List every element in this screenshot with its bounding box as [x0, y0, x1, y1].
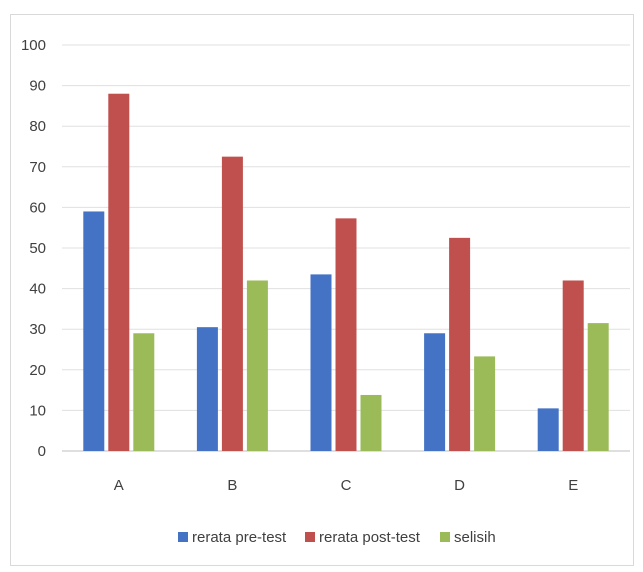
bar-D-series-3 [474, 356, 496, 451]
bar-A-series-1 [83, 211, 105, 451]
legend-swatch-3 [440, 532, 450, 542]
y-tick-label: 100 [21, 37, 46, 54]
bar-E-series-1 [537, 408, 559, 451]
x-tick-label: A [114, 477, 124, 494]
y-tick-label: 80 [29, 118, 46, 135]
gridlines [62, 44, 630, 452]
legend-swatch-2 [305, 532, 315, 542]
bar-A-series-3 [133, 333, 155, 451]
legend-label-1: rerata pre-test [192, 529, 287, 546]
bar-B-series-2 [221, 156, 243, 451]
legend: rerata pre-test rerata post-test selisih [178, 529, 496, 546]
y-axis-ticks: 0 10 20 30 40 50 60 70 80 90 100 [21, 37, 46, 460]
x-tick-label: C [341, 477, 352, 494]
x-axis-ticks: A B C D E [114, 477, 578, 494]
y-tick-label: 30 [29, 321, 46, 338]
y-tick-label: 60 [29, 199, 46, 216]
bar-A-series-2 [108, 93, 130, 451]
bar-D-series-1 [424, 333, 446, 451]
bar-B-series-3 [246, 280, 268, 451]
y-tick-label: 40 [29, 281, 46, 298]
y-tick-label: 20 [29, 362, 46, 379]
y-tick-label: 50 [29, 240, 46, 257]
bar-D-series-2 [449, 237, 471, 451]
x-tick-label: D [454, 477, 465, 494]
bar-C-series-2 [335, 218, 357, 451]
bar-E-series-2 [562, 280, 584, 451]
x-tick-label: E [568, 477, 578, 494]
bar-B-series-1 [196, 327, 218, 451]
y-tick-label: 10 [29, 402, 46, 419]
y-tick-label: 90 [29, 78, 46, 95]
y-tick-label: 70 [29, 159, 46, 176]
legend-label-3: selisih [454, 529, 496, 546]
legend-label-2: rerata post-test [319, 529, 421, 546]
bar-C-series-1 [310, 274, 332, 451]
bar-C-series-3 [360, 394, 382, 451]
bars [83, 93, 609, 451]
bar-E-series-3 [587, 323, 609, 451]
y-tick-label: 0 [38, 443, 46, 460]
legend-swatch-1 [178, 532, 188, 542]
x-tick-label: B [227, 477, 237, 494]
